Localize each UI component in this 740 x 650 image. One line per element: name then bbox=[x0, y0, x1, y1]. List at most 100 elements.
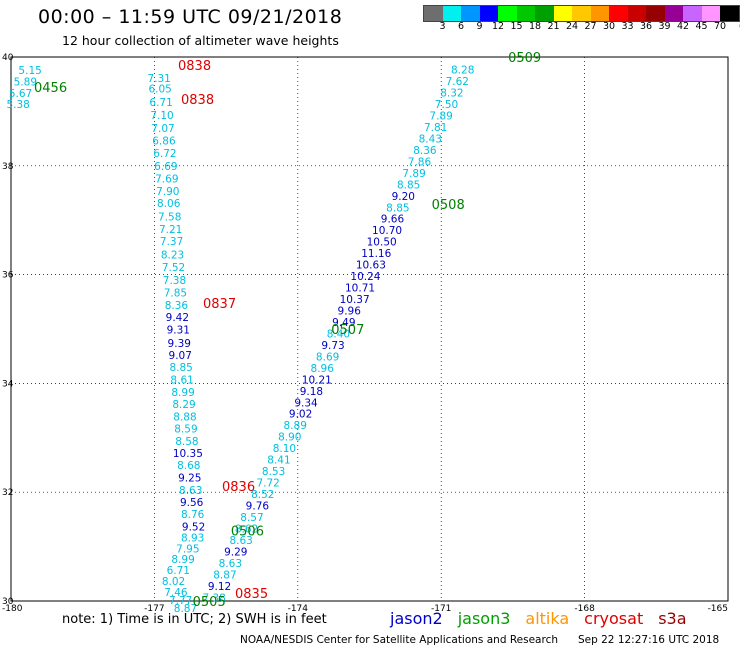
legend-tick-label: 42 bbox=[676, 21, 690, 32]
swh-value: 7.72 bbox=[256, 478, 279, 490]
legend-tick-label: 33 bbox=[621, 21, 634, 32]
pass-time-label: 0838 bbox=[178, 59, 211, 74]
swh-value: 10.35 bbox=[173, 448, 203, 460]
legend-swatch bbox=[479, 6, 498, 21]
swh-value: 9.39 bbox=[168, 338, 191, 350]
swh-value: 8.10 bbox=[273, 443, 296, 455]
swh-value: 8.32 bbox=[440, 88, 463, 100]
pass-time-label: 0837 bbox=[203, 297, 236, 312]
legend-swatch bbox=[442, 6, 461, 21]
swh-value: 8.88 bbox=[173, 412, 196, 424]
swh-value: 8.76 bbox=[181, 509, 205, 521]
swh-value: 10.24 bbox=[350, 271, 380, 283]
swh-value: 9.96 bbox=[338, 305, 362, 317]
swh-value: 7.07 bbox=[151, 123, 174, 135]
legend-swatch bbox=[646, 6, 665, 21]
legend-tick-label: 12 bbox=[491, 21, 505, 32]
x-tick-label: -177 bbox=[144, 604, 164, 614]
swh-value: 9.42 bbox=[166, 312, 189, 324]
swh-value: 8.41 bbox=[267, 455, 290, 467]
y-tick-label: 32 bbox=[2, 488, 13, 498]
swh-value: 8.29 bbox=[172, 399, 195, 411]
swh-value: 6.72 bbox=[153, 148, 176, 160]
x-tick-label: -180 bbox=[2, 604, 23, 614]
swh-value: 7.89 bbox=[429, 110, 452, 122]
legend-swatch bbox=[590, 6, 609, 21]
swh-value: 9.25 bbox=[178, 473, 201, 485]
swh-value: 9.49 bbox=[332, 317, 355, 329]
pass-time-label: 0507 bbox=[331, 323, 364, 338]
swh-value: 9.07 bbox=[169, 350, 192, 362]
satellite-legend-item: altika bbox=[525, 609, 570, 628]
legend-tick-label: 27 bbox=[584, 21, 597, 32]
swh-value: 7.21 bbox=[159, 224, 182, 236]
swh-value: 8.68 bbox=[177, 460, 200, 472]
swh-value: 8.36 bbox=[413, 145, 437, 157]
pass-time-label: 0835 bbox=[235, 587, 268, 602]
legend-swatch bbox=[461, 6, 480, 21]
swh-value: 8.85 bbox=[169, 362, 192, 374]
pass-time-label: 0836 bbox=[222, 480, 255, 495]
pass-time-label: 0456 bbox=[34, 81, 67, 96]
legend-swatch bbox=[683, 6, 702, 21]
swh-value: 8.63 bbox=[179, 485, 202, 497]
swh-value: 8.85 bbox=[397, 179, 420, 191]
legend-tick-label: 18 bbox=[528, 21, 542, 32]
y-tick-label: 40 bbox=[2, 53, 14, 63]
swh-value: 8.53 bbox=[262, 466, 285, 478]
generated-timestamp: Sep 22 12:27:16 UTC 2018 bbox=[578, 634, 720, 646]
swh-value: 8.61 bbox=[170, 375, 193, 387]
legend-swatch bbox=[572, 6, 591, 21]
swh-value: 8.23 bbox=[161, 250, 184, 262]
swh-value: 9.73 bbox=[321, 340, 344, 352]
legend-swatch bbox=[720, 6, 739, 21]
swh-value: 7.58 bbox=[158, 211, 181, 223]
map-frame bbox=[10, 56, 729, 602]
swh-value: 8.69 bbox=[316, 351, 339, 363]
swh-value: 8.57 bbox=[240, 512, 263, 524]
legend-swatch bbox=[424, 6, 443, 21]
legend-tick-label: 21 bbox=[547, 21, 560, 32]
legend-swatch bbox=[627, 6, 646, 21]
swh-value: 5.38 bbox=[6, 99, 29, 111]
swh-value: 8.63 bbox=[219, 558, 242, 570]
swh-value: 8.28 bbox=[451, 65, 474, 77]
swh-value: 7.50 bbox=[435, 99, 458, 111]
swh-value: 8.02 bbox=[162, 576, 185, 588]
credit-text: NOAA/NESDIS Center for Satellite Applica… bbox=[240, 634, 558, 646]
x-tick-label: -168 bbox=[574, 604, 595, 614]
swh-value: 9.66 bbox=[381, 214, 405, 226]
swh-value: 9.18 bbox=[300, 386, 323, 398]
swh-value: 7.10 bbox=[150, 110, 173, 122]
units-note: note: 1) Time is in UTC; 2) SWH is in fe… bbox=[62, 612, 327, 627]
legend-unit: (ft) bbox=[739, 21, 740, 32]
swh-value: 9.56 bbox=[180, 497, 204, 509]
swh-value: 8.96 bbox=[311, 363, 335, 375]
y-tick-label: 36 bbox=[2, 271, 14, 281]
swh-value: 7.62 bbox=[446, 76, 469, 88]
swh-value: 5.67 bbox=[9, 88, 32, 100]
page-title: 00:00 – 11:59 UTC 09/21/2018 bbox=[38, 6, 343, 28]
swh-value: 7.38 bbox=[163, 275, 186, 287]
swh-value: 6.05 bbox=[148, 84, 171, 96]
swh-value: 9.02 bbox=[289, 409, 312, 421]
swh-value: 7.89 bbox=[402, 168, 425, 180]
swh-value: 10.71 bbox=[345, 283, 375, 295]
y-tick-label: 30 bbox=[2, 597, 14, 607]
page-subtitle: 12 hour collection of altimeter wave hei… bbox=[62, 33, 339, 48]
swh-value: 8.62 bbox=[235, 523, 258, 535]
swh-value: 8.93 bbox=[181, 532, 204, 544]
swh-value: 9.20 bbox=[392, 191, 415, 203]
legend-tick-label: 45 bbox=[695, 21, 708, 32]
swh-value: 8.89 bbox=[284, 420, 307, 432]
swh-value: 8.58 bbox=[175, 436, 198, 448]
swh-value: 9.52 bbox=[182, 522, 205, 534]
swh-value: 6.71 bbox=[149, 97, 172, 109]
legend-tick-label: 70 bbox=[713, 21, 727, 32]
swh-value: 8.52 bbox=[251, 489, 274, 501]
legend-swatch bbox=[701, 6, 720, 21]
pass-time-label: 0838 bbox=[181, 93, 214, 108]
swh-value: 10.70 bbox=[372, 225, 402, 237]
